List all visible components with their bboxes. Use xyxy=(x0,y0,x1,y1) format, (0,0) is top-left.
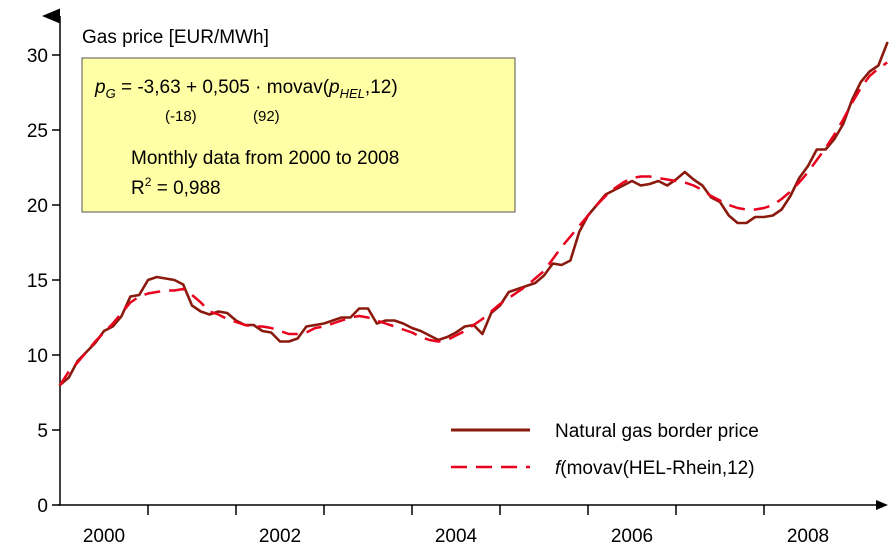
legend-label-movav-fit: f(movav(HEL-Rhein,12) xyxy=(555,458,755,479)
legend-label-natural-gas: Natural gas border price xyxy=(555,421,759,442)
y-ticks: 0 5 10 15 20 25 30 xyxy=(27,46,60,517)
r2-base: R xyxy=(131,178,145,199)
legend: Natural gas border price f(movav(HEL-Rhe… xyxy=(451,421,759,479)
series-layer xyxy=(58,41,889,387)
x-tick-label: 2002 xyxy=(259,526,301,547)
y-tick-label: 15 xyxy=(27,271,48,292)
formula-lhs-sub: G xyxy=(106,86,116,101)
r2-value: = 0,988 xyxy=(151,178,220,199)
tstat-2: (92) xyxy=(253,108,280,125)
y-axis-title: Gas price [EUR/MWh] xyxy=(82,27,269,48)
formula-text: pG = -3,63 + 0,505 · movav(pHEL,12) xyxy=(94,77,398,101)
x-tick-label: 2006 xyxy=(611,526,653,547)
annotation-line-1: Monthly data from 2000 to 2008 xyxy=(131,148,399,169)
y-tick-label: 25 xyxy=(27,121,48,142)
tstat-1: (-18) xyxy=(165,108,197,125)
x-ticks: 2000 2002 2004 2006 2008 xyxy=(83,505,829,547)
formula-mid: = -3,63 + 0,505 · movav( xyxy=(116,77,330,98)
legend-label-movav-rest: (movav(HEL-Rhein,12) xyxy=(560,458,754,479)
formula-end: ,12) xyxy=(365,77,398,98)
axes xyxy=(42,8,888,510)
formula-lhs: p xyxy=(94,77,106,98)
movav-fit-line xyxy=(58,61,888,386)
x-tick-label: 2008 xyxy=(787,526,829,547)
y-tick-label: 30 xyxy=(27,46,48,67)
formula-p: p xyxy=(328,77,340,98)
x-axis-arrowhead xyxy=(876,500,888,510)
formula-p-sub: HEL xyxy=(340,86,365,101)
y-tick-label: 20 xyxy=(27,196,48,217)
x-tick-label: 2004 xyxy=(435,526,478,547)
annotation-box-background xyxy=(81,57,516,213)
y-tick-label: 10 xyxy=(27,346,48,367)
y-tick-label: 0 xyxy=(37,496,48,517)
annotation-box: pG = -3,63 + 0,505 · movav(pHEL,12) (-18… xyxy=(81,57,516,213)
x-tick-label: 2000 xyxy=(83,526,125,547)
r2-exp: 2 xyxy=(145,175,152,189)
y-tick-label: 5 xyxy=(37,421,48,442)
legend-label-f: f xyxy=(555,458,562,479)
r-squared-text: R2 = 0,988 xyxy=(131,175,221,199)
